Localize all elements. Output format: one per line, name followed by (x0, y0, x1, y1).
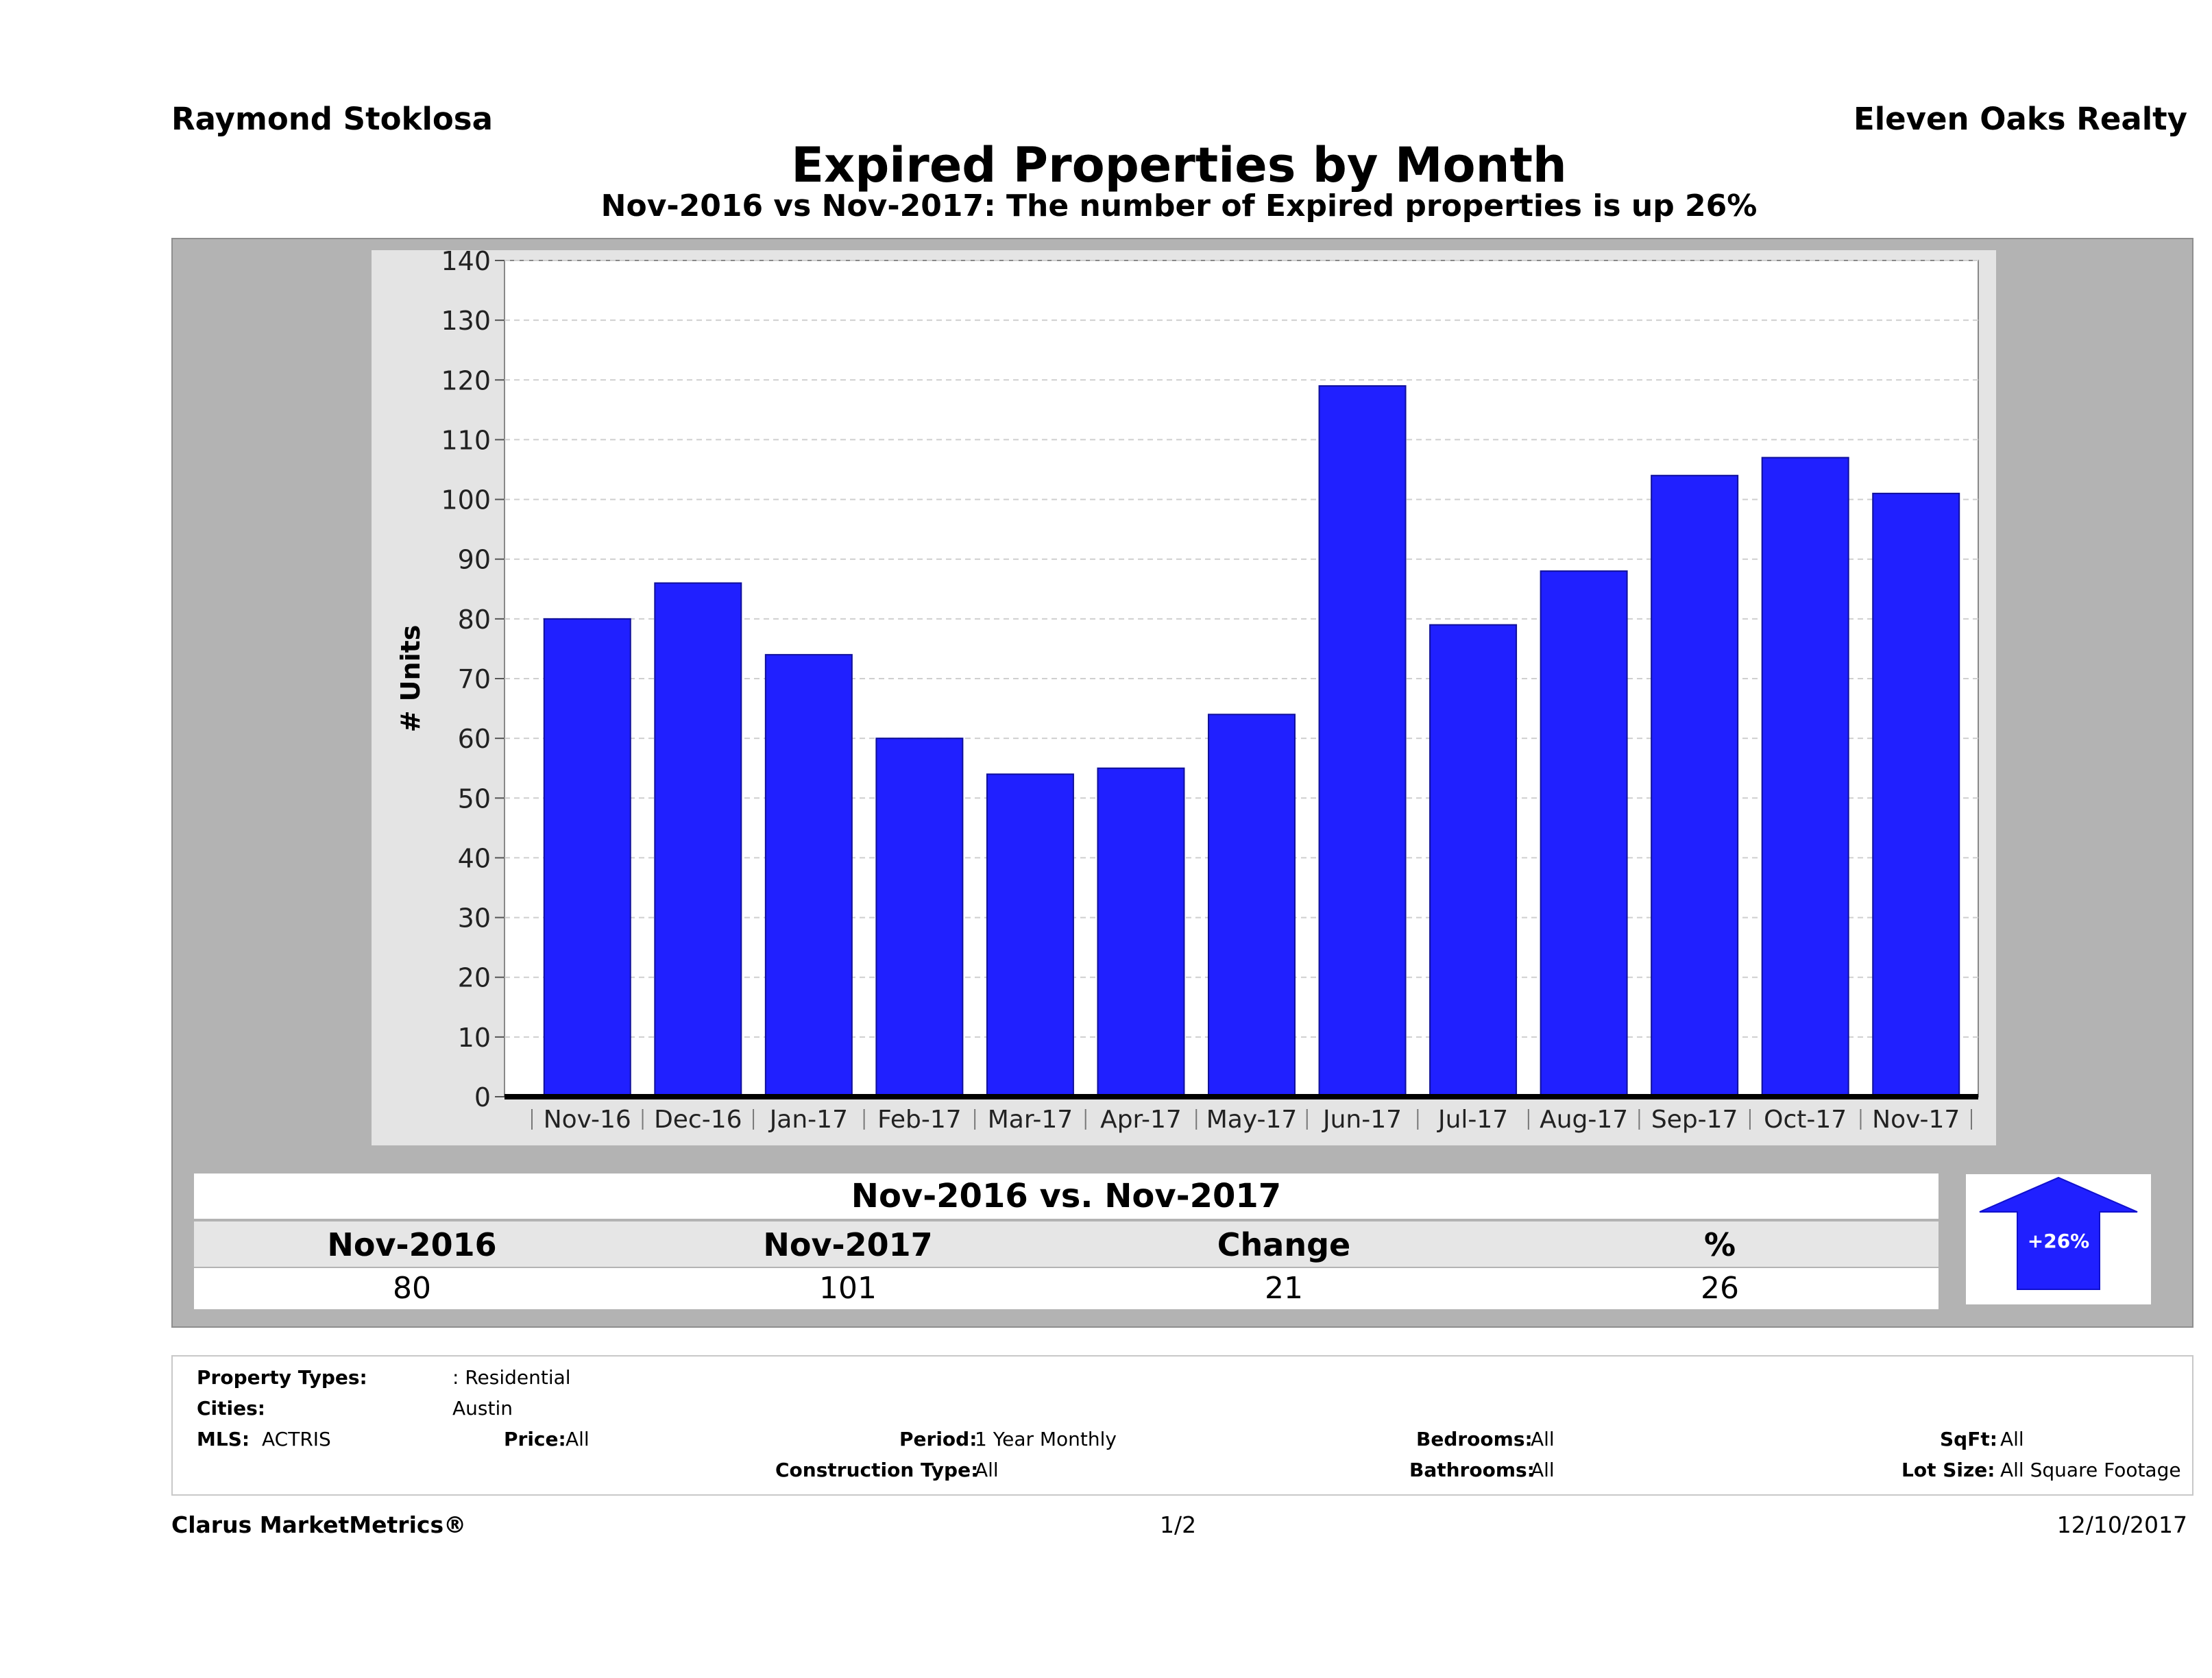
footer-date: 12/10/2017 (2056, 1511, 2187, 1538)
value-nov-2016: 80 (393, 1271, 431, 1306)
bar-aug-17 (1540, 570, 1628, 1097)
period-value: 1 Year Monthly (975, 1428, 1117, 1450)
x-tick-label: Nov-17 (1872, 1106, 1960, 1134)
bar-sep-17 (1651, 474, 1739, 1097)
trend-badge: +26% (1966, 1174, 2151, 1304)
y-tick-label: 140 (441, 246, 491, 276)
footer-page: 1/2 (1160, 1511, 1197, 1538)
x-tick-label: Apr-17 (1100, 1106, 1182, 1134)
period-label: Period: (899, 1428, 977, 1450)
bar-feb-17 (875, 738, 964, 1097)
value-percent: 26 (1701, 1271, 1739, 1306)
header-nov-2017: Nov-2017 (763, 1226, 933, 1263)
y-tick-label: 120 (441, 365, 491, 396)
y-tick-label: 60 (458, 724, 491, 754)
property-types-value: : Residential (452, 1366, 571, 1389)
value-change: 21 (1265, 1271, 1303, 1306)
cities-label: Cities: (197, 1397, 265, 1420)
filters-panel (171, 1355, 2193, 1496)
bar-oct-17 (1761, 457, 1849, 1097)
x-tick-label: May-17 (1206, 1106, 1298, 1134)
x-tick-label: Jun-17 (1322, 1106, 1402, 1134)
bedrooms-value: All (1531, 1428, 1555, 1450)
lot-size-value: All Square Footage (2000, 1459, 2181, 1481)
up-arrow-icon: +26% (1979, 1176, 2138, 1290)
comparison-title: Nov-2016 vs. Nov-2017 (194, 1174, 1938, 1219)
comparison-value-bar (194, 1268, 1938, 1309)
y-tick-label: 70 (458, 664, 491, 694)
bar-jun-17 (1318, 385, 1407, 1097)
y-tick-label: 30 (458, 903, 491, 934)
y-tick-label: 10 (458, 1023, 491, 1053)
sqft-label: SqFt: (1940, 1428, 1997, 1450)
y-tick-label: 50 (458, 783, 491, 814)
bar-apr-17 (1097, 767, 1185, 1097)
price-value: All (566, 1428, 590, 1450)
bedrooms-label: Bedrooms: (1416, 1428, 1533, 1450)
y-axis-label: # Units (396, 625, 426, 733)
x-tick-label: Oct-17 (1764, 1106, 1847, 1134)
property-types-label: Property Types: (197, 1366, 367, 1389)
bar-jul-17 (1429, 624, 1518, 1097)
cities-value: Austin (452, 1397, 513, 1420)
comparison-header-bar (194, 1221, 1938, 1267)
header-percent: % (1703, 1226, 1736, 1263)
lot-size-label: Lot Size: (1901, 1459, 1995, 1481)
badge-label: +26% (2028, 1230, 2089, 1252)
bar-nov-17 (1872, 492, 1960, 1097)
footer-brand: Clarus MarketMetrics® (171, 1511, 467, 1538)
bar-mar-17 (986, 773, 1074, 1098)
sqft-value: All (2000, 1428, 2024, 1450)
value-nov-2017: 101 (819, 1271, 877, 1306)
x-tick-label: Jan-17 (768, 1106, 848, 1134)
construction-type-label: Construction Type: (775, 1459, 979, 1481)
y-tick-label: 0 (474, 1082, 491, 1112)
x-tick-label: Dec-16 (654, 1106, 742, 1134)
bathrooms-value: All (1531, 1459, 1555, 1481)
header-nov-2016: Nov-2016 (327, 1226, 497, 1263)
x-tick-label: Sep-17 (1651, 1106, 1738, 1134)
company-name: Eleven Oaks Realty (1853, 101, 2187, 137)
y-tick-label: 90 (458, 545, 491, 575)
mls-label: MLS: (197, 1428, 250, 1450)
bar-dec-16 (654, 582, 742, 1097)
bathrooms-label: Bathrooms: (1409, 1459, 1535, 1481)
chart-title: Expired Properties by Month (791, 137, 1567, 193)
bar-jan-17 (764, 654, 853, 1097)
agent-name: Raymond Stoklosa (171, 101, 493, 137)
y-tick-label: 20 (458, 963, 491, 993)
x-tick-label: Jul-17 (1437, 1106, 1508, 1134)
price-label: Price: (504, 1428, 566, 1450)
x-tick-label: Feb-17 (877, 1106, 962, 1134)
y-tick-label: 110 (441, 425, 491, 455)
x-tick-label: Mar-17 (988, 1106, 1073, 1134)
construction-type-value: All (975, 1459, 999, 1481)
y-tick-label: 40 (458, 843, 491, 873)
y-tick-label: 100 (441, 485, 491, 515)
mls-value: ACTRIS (262, 1428, 331, 1450)
x-tick-label: Aug-17 (1540, 1106, 1628, 1134)
y-tick-label: 130 (441, 306, 491, 336)
bar-may-17 (1208, 714, 1296, 1098)
y-tick-label: 80 (458, 605, 491, 635)
header-change: Change (1217, 1226, 1351, 1263)
x-tick-label: Nov-16 (544, 1106, 631, 1134)
chart-subtitle: Nov-2016 vs Nov-2017: The number of Expi… (600, 189, 1758, 223)
bar-nov-16 (543, 618, 631, 1097)
